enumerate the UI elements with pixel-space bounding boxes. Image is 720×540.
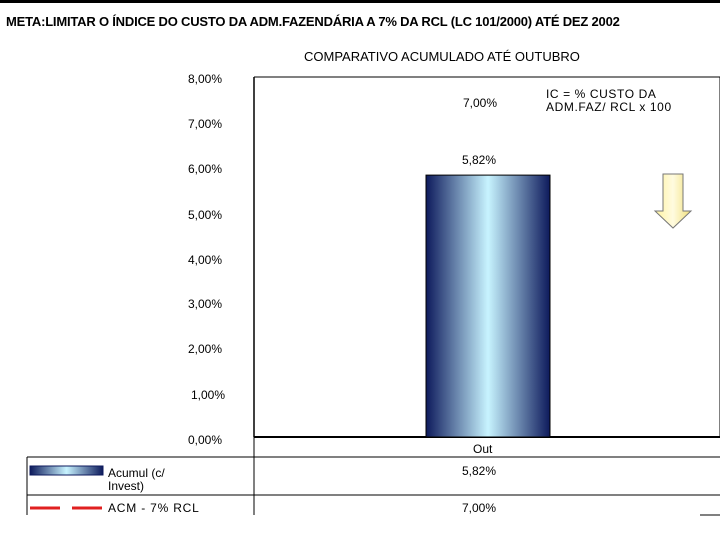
x-tick-label: Out	[473, 442, 493, 456]
target-value-label: 7,00%	[463, 96, 498, 110]
y-tick-label: 6,00%	[188, 162, 223, 176]
legend-entry-line: ACM - 7% RCL	[108, 501, 200, 515]
table-value-bar: 5,82%	[462, 464, 497, 478]
top-border	[0, 0, 720, 3]
y-tick-label: 4,00%	[188, 253, 223, 267]
y-tick-label: 7,00%	[188, 117, 223, 131]
bar-out	[425, 174, 551, 438]
table-value-line: 7,00%	[462, 501, 497, 515]
y-tick-label: 0,00%	[188, 433, 223, 447]
legend-key-bar	[29, 465, 104, 476]
y-tick-label: 2,00%	[188, 342, 223, 356]
formula-annotation: IC = % CUSTO DA ADM.FAZ/ RCL x 100	[546, 87, 672, 114]
y-tick-label: 1,00%	[191, 388, 226, 402]
y-tick-label: 8,00%	[188, 72, 223, 86]
down-arrow-icon	[653, 173, 693, 229]
legend-entry-bar: Acumul (c/ Invest)	[108, 466, 165, 493]
y-tick-label: 5,00%	[188, 208, 223, 222]
y-tick-label: 3,00%	[188, 297, 223, 311]
chart-subtitle: COMPARATIVO ACUMULADO ATÉ OUTUBRO	[304, 49, 580, 64]
chart-title: META:LIMITAR O ÍNDICE DO CUSTO DA ADM.FA…	[6, 14, 620, 29]
bar-data-label: 5,82%	[462, 153, 497, 167]
